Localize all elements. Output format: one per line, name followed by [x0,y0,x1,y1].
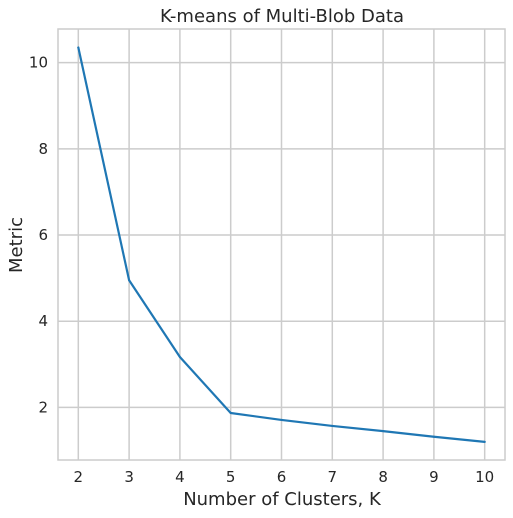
data-points [77,46,486,443]
data-point [331,424,334,427]
data-point [483,440,486,443]
y-axis-label: Metric [6,217,27,273]
data-point [280,418,283,421]
x-tick-label: 2 [74,468,84,486]
x-tick-label: 7 [328,468,338,486]
data-point [178,355,181,358]
x-axis-label: Number of Clusters, K [183,489,382,510]
y-tick-label: 6 [38,226,48,244]
x-tick-label: 10 [475,468,494,486]
data-point [432,435,435,438]
x-tick-label: 9 [429,468,439,486]
data-point [229,412,232,415]
data-point [128,279,131,282]
x-tick-label: 8 [378,468,388,486]
data-point [77,46,80,49]
x-tick-labels: 2 3 4 5 6 7 8 9 10 [74,468,495,486]
y-tick-label: 2 [38,398,48,416]
plot-frame [57,28,506,461]
y-tick-label: 10 [29,54,48,72]
data-point [382,430,385,433]
y-tick-label: 4 [38,312,48,330]
x-tick-label: 3 [124,468,134,486]
grid [58,29,505,460]
chart-title: K-means of Multi-Blob Data [160,6,404,27]
x-tick-label: 5 [226,468,236,486]
x-tick-label: 4 [175,468,185,486]
x-tick-label: 6 [277,468,287,486]
y-tick-label: 8 [38,140,48,158]
y-tick-labels: 2 4 6 8 10 [29,54,48,417]
